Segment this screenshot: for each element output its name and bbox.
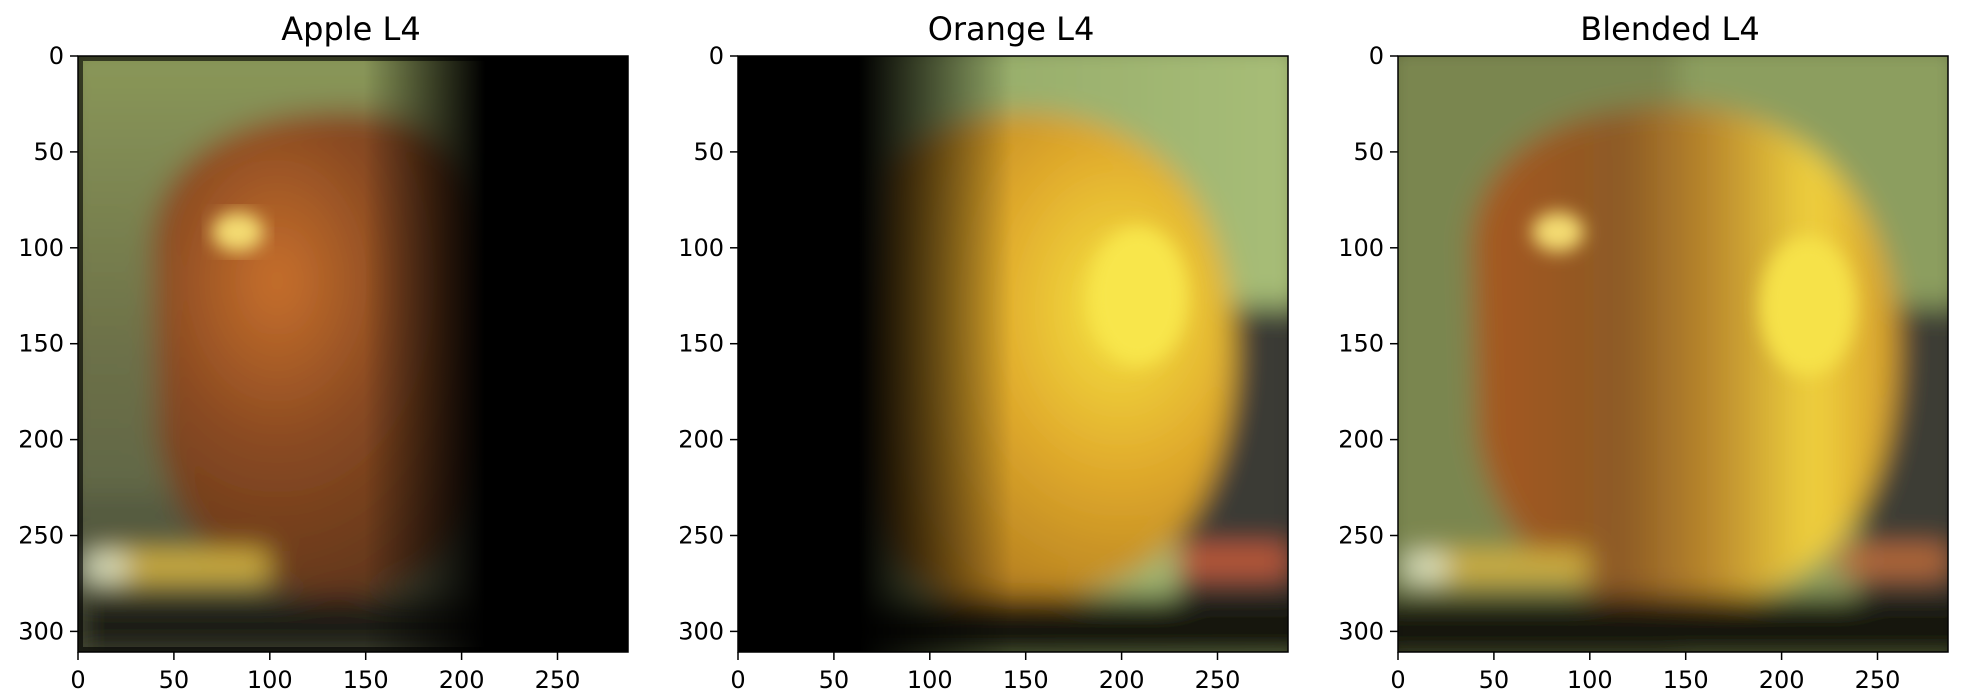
- x-tick-label: 250: [535, 666, 581, 694]
- y-axis: 0 50 100 150 200 250 300: [1338, 42, 1398, 645]
- y-tick-label: 50: [33, 138, 64, 166]
- x-tick-label: 0: [730, 666, 745, 694]
- y-tick-label: 50: [693, 138, 724, 166]
- y-tick-label: 100: [18, 234, 64, 262]
- x-tick-label: 250: [1855, 666, 1901, 694]
- x-tick-label: 50: [1479, 666, 1510, 694]
- y-tick-label: 200: [1338, 426, 1384, 454]
- y-tick-label: 250: [678, 522, 724, 550]
- y-tick-label: 250: [1338, 522, 1384, 550]
- x-tick-label: 100: [247, 666, 293, 694]
- panel-blended: Blended L4: [1338, 10, 1949, 694]
- x-tick-label: 250: [1195, 666, 1241, 694]
- y-tick-label: 300: [1338, 617, 1384, 645]
- y-tick-label: 250: [18, 522, 64, 550]
- x-tick-label: 50: [159, 666, 190, 694]
- y-tick-label: 200: [18, 426, 64, 454]
- image-area: [1397, 55, 1949, 653]
- y-tick-label: 100: [1338, 234, 1384, 262]
- y-tick-label: 150: [18, 330, 64, 358]
- x-tick-label: 50: [819, 666, 850, 694]
- image-area: [737, 55, 1289, 653]
- panel-title: Blended L4: [1580, 10, 1759, 48]
- x-tick-label: 0: [70, 666, 85, 694]
- y-tick-label: 150: [1338, 330, 1384, 358]
- y-tick-label: 0: [709, 42, 724, 70]
- y-tick-label: 0: [1369, 42, 1384, 70]
- y-tick-label: 50: [1353, 138, 1384, 166]
- y-tick-label: 300: [678, 617, 724, 645]
- y-tick-label: 200: [678, 426, 724, 454]
- x-tick-label: 100: [1567, 666, 1613, 694]
- y-axis: 0 50 100 150 200 250 300: [678, 42, 738, 645]
- x-tick-label: 200: [1099, 666, 1145, 694]
- x-tick-label: 150: [1663, 666, 1709, 694]
- x-tick-label: 100: [907, 666, 953, 694]
- panel-title: Orange L4: [928, 10, 1095, 48]
- x-tick-label: 0: [1390, 666, 1405, 694]
- x-axis: 0 50 100 150 200 250: [1390, 652, 1900, 694]
- x-axis: 0 50 100 150 200 250: [730, 652, 1240, 694]
- x-axis: 0 50 100 150 200 250: [70, 652, 580, 694]
- y-tick-label: 300: [18, 617, 64, 645]
- y-tick-label: 100: [678, 234, 724, 262]
- y-tick-label: 150: [678, 330, 724, 358]
- panel-title: Apple L4: [281, 10, 420, 48]
- y-tick-label: 0: [49, 42, 64, 70]
- panel-orange: Orange L4 0 50 100: [678, 10, 1289, 694]
- x-tick-label: 150: [1003, 666, 1049, 694]
- x-tick-label: 200: [1759, 666, 1805, 694]
- x-tick-label: 200: [439, 666, 485, 694]
- x-tick-label: 150: [343, 666, 389, 694]
- y-axis: 0 50 100 150 200 250 300: [18, 42, 78, 645]
- panel-apple: Apple L4: [18, 10, 629, 694]
- image-area: [77, 55, 629, 653]
